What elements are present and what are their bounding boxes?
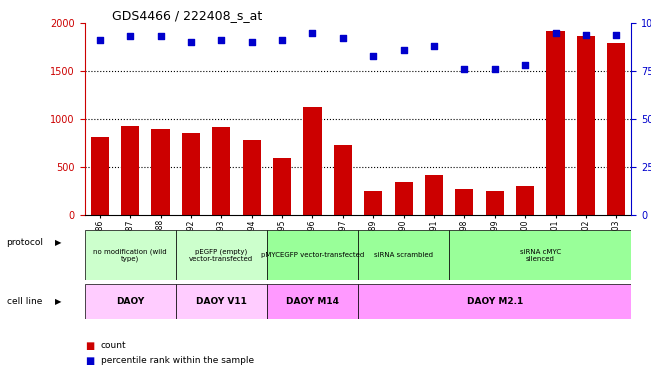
Point (247, 39, 257, 45)
Point (398, 47, 409, 53)
Bar (395, 182, 413, 215)
Point (581, 31, 591, 38)
Text: siRNA cMYC
silenced: siRNA cMYC silenced (519, 249, 561, 262)
Bar (176, 230, 267, 280)
Bar (90, 137, 109, 215)
Text: ■: ■ (85, 356, 94, 366)
Bar (121, 126, 139, 215)
Point (611, 31, 622, 38)
Bar (182, 134, 200, 215)
Text: DAOY M2.1: DAOY M2.1 (467, 297, 523, 306)
Bar (303, 107, 322, 215)
Bar (516, 186, 534, 215)
Point (368, 53, 378, 59)
Bar (449, 230, 631, 280)
Text: protocol: protocol (7, 238, 44, 247)
Text: count: count (101, 341, 126, 350)
Bar (358, 284, 631, 319)
Bar (273, 159, 291, 215)
Text: pMYCEGFP vector-transfected: pMYCEGFP vector-transfected (261, 252, 364, 258)
Point (490, 66, 500, 72)
Text: ■: ■ (85, 341, 94, 351)
Bar (212, 127, 230, 215)
Text: siRNA scrambled: siRNA scrambled (374, 252, 433, 258)
Bar (85, 230, 176, 280)
Bar (267, 230, 358, 280)
Point (307, 30, 318, 36)
Bar (334, 145, 352, 215)
Bar (364, 190, 382, 215)
Bar (455, 189, 473, 215)
Point (216, 37, 227, 43)
Text: cell line: cell line (7, 297, 42, 306)
Bar (358, 230, 449, 280)
Bar (85, 284, 176, 319)
Text: ▶: ▶ (55, 238, 62, 247)
Point (459, 66, 469, 72)
Text: pEGFP (empty)
vector-transfected: pEGFP (empty) vector-transfected (189, 248, 253, 262)
Text: no modification (wild
type): no modification (wild type) (93, 248, 167, 262)
Point (338, 35, 348, 41)
Point (125, 33, 135, 40)
Bar (267, 284, 358, 319)
Point (94, 37, 105, 43)
Point (277, 37, 287, 43)
Text: DAOY M14: DAOY M14 (286, 297, 339, 306)
Bar (486, 190, 504, 215)
Text: ▶: ▶ (55, 297, 62, 306)
Bar (607, 43, 626, 215)
Bar (546, 31, 564, 215)
Point (550, 30, 561, 36)
Point (429, 43, 439, 49)
Point (156, 33, 166, 40)
Bar (243, 140, 261, 215)
Point (186, 39, 196, 45)
Text: GDS4466 / 222408_s_at: GDS4466 / 222408_s_at (112, 9, 262, 22)
Bar (176, 284, 267, 319)
Text: DAOY: DAOY (116, 297, 145, 306)
Text: DAOY V11: DAOY V11 (196, 297, 247, 306)
Text: percentile rank within the sample: percentile rank within the sample (101, 356, 254, 366)
Point (520, 62, 531, 68)
Bar (425, 175, 443, 215)
Bar (152, 129, 170, 215)
Bar (577, 36, 595, 215)
